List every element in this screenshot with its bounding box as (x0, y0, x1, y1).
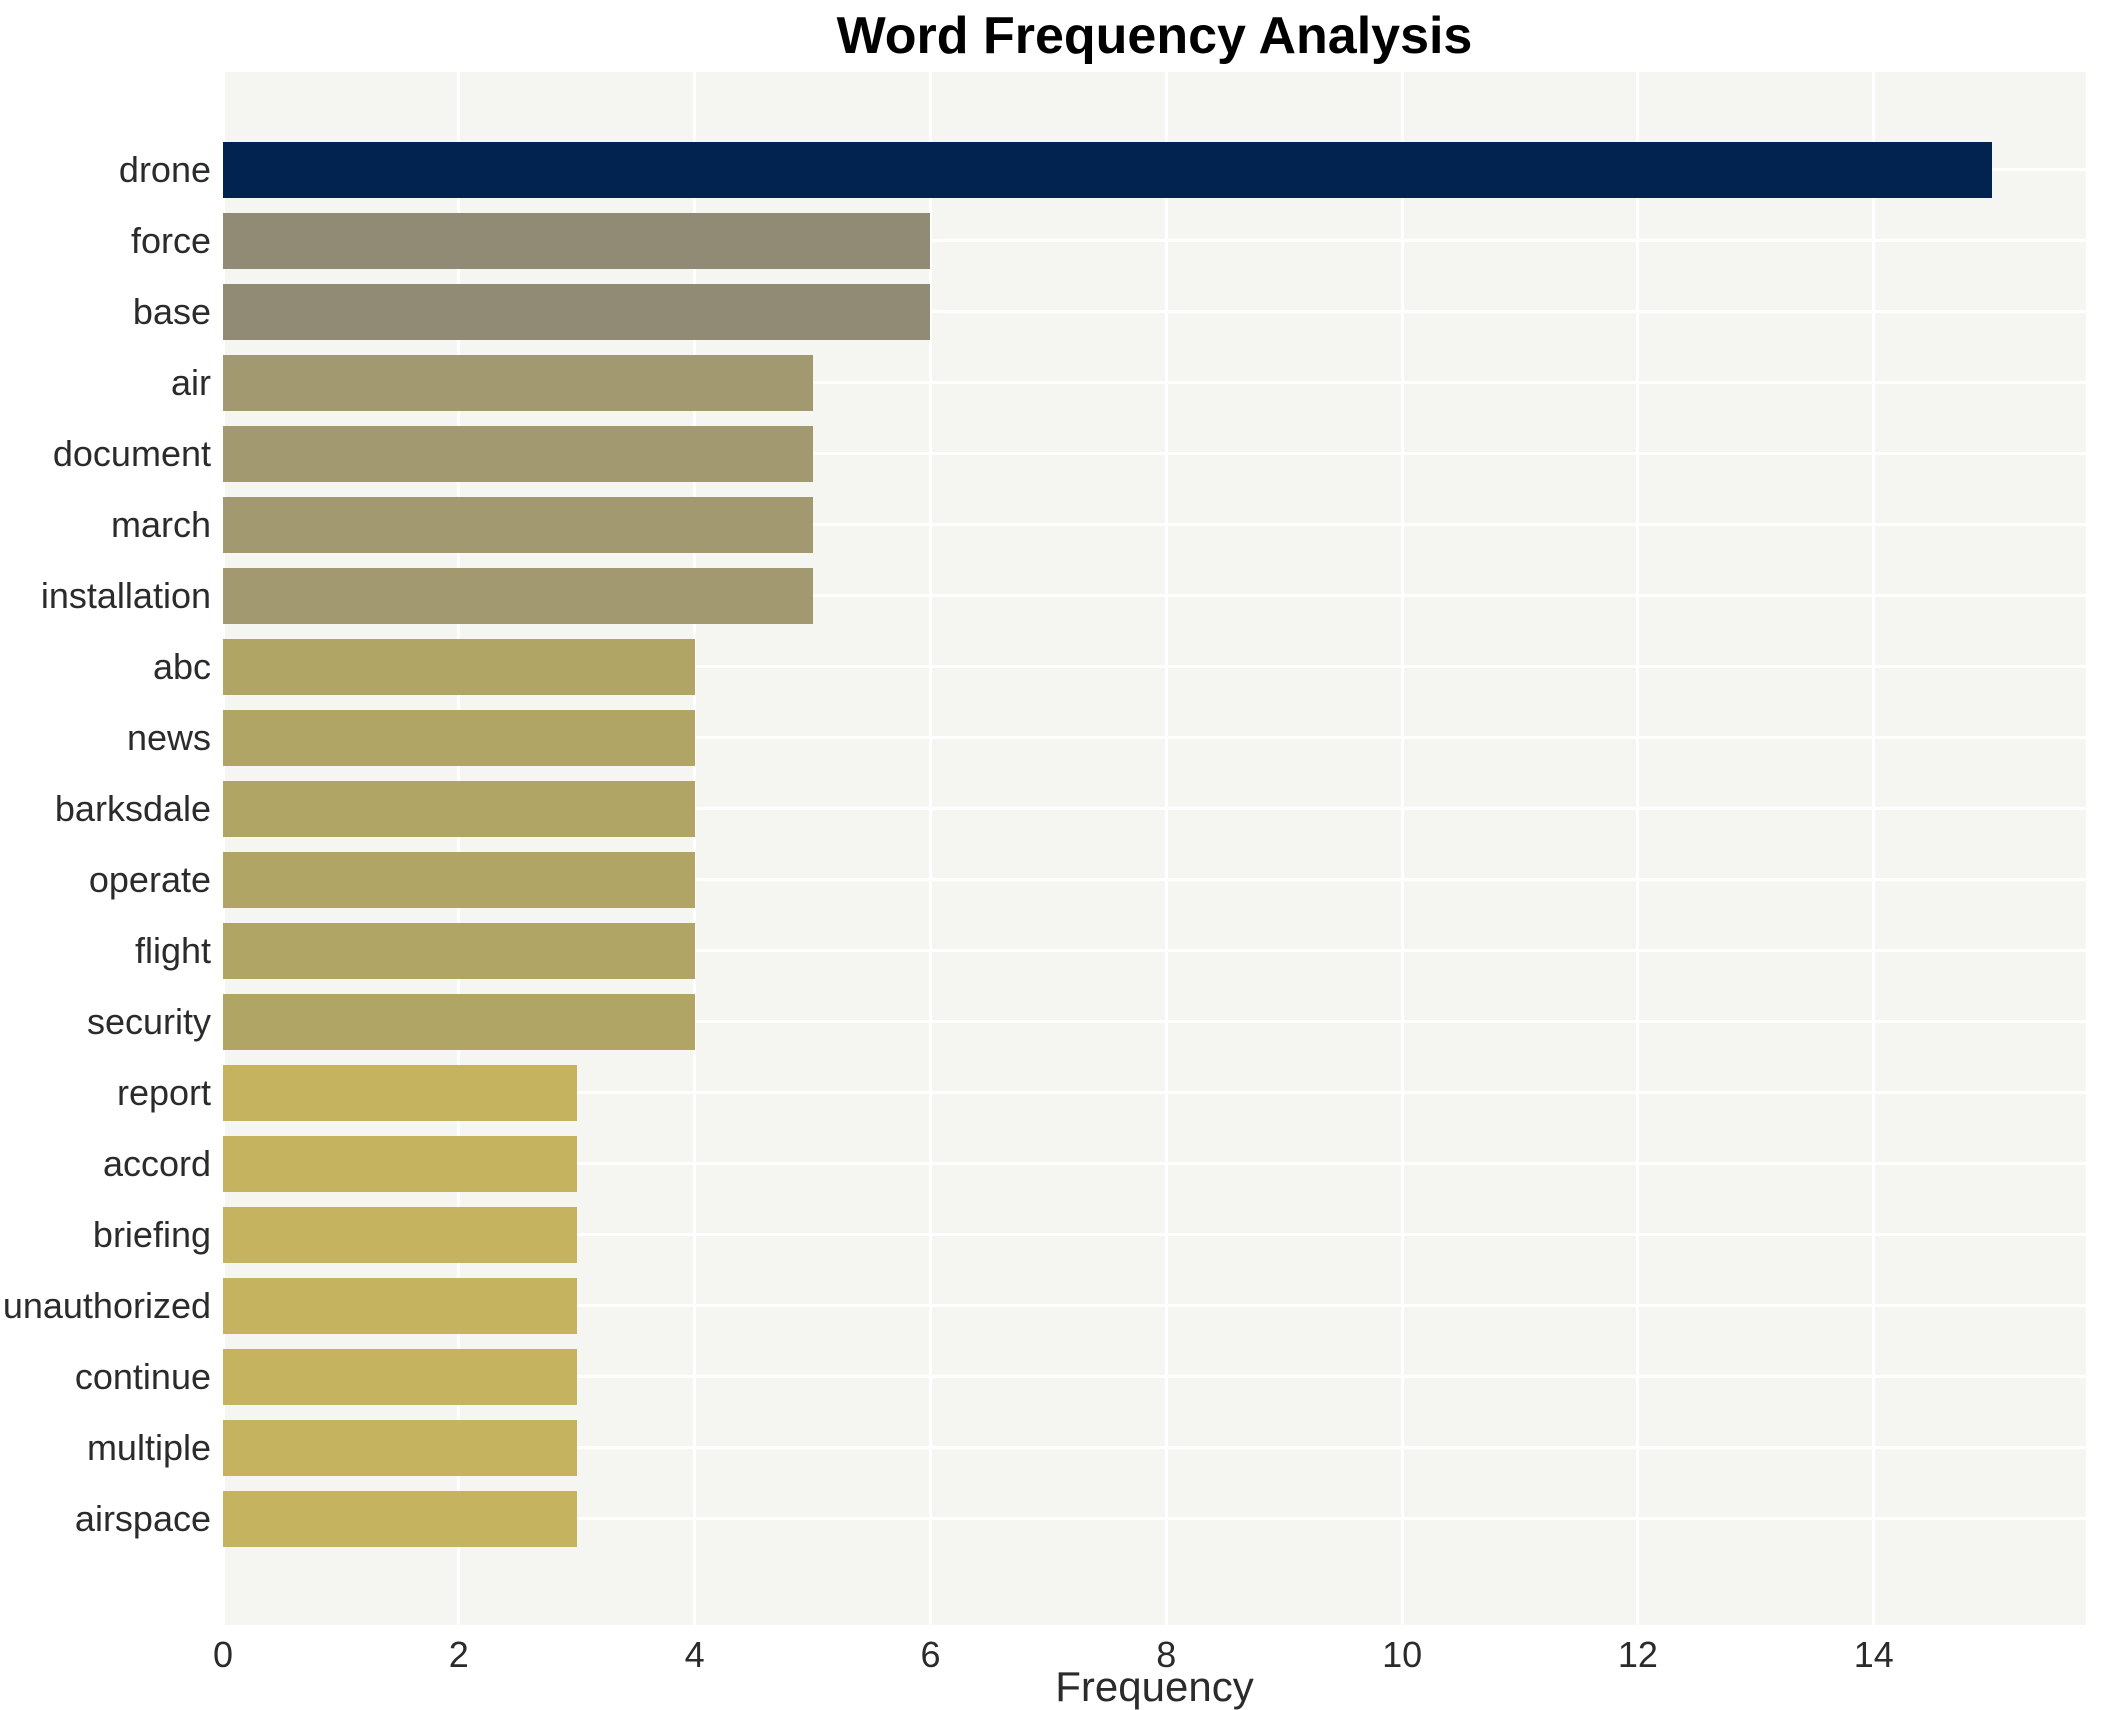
y-grid-line (223, 1446, 2086, 1449)
y-grid-line (223, 1020, 2086, 1023)
category-label-continue: continue (74, 1356, 211, 1397)
y-grid-line (223, 1375, 2086, 1378)
category-label-march: march (110, 504, 211, 545)
bar-airspace (223, 1490, 577, 1547)
category-label-security: security (86, 1001, 211, 1042)
bar-accord (223, 1135, 577, 1192)
category-label-news: news (126, 717, 211, 758)
y-grid-line (223, 665, 2086, 668)
x-grid-line (1164, 72, 1168, 1625)
bar-document (223, 425, 813, 482)
bar-flight (223, 922, 695, 979)
x-tick-label-2: 2 (448, 1634, 469, 1675)
bar-barksdale (223, 780, 695, 837)
y-grid-line (223, 594, 2086, 597)
y-grid-line (223, 949, 2086, 952)
x-tick-label-14: 14 (1853, 1634, 1894, 1675)
y-grid-line (223, 1091, 2086, 1094)
bar-base (223, 283, 931, 340)
bar-news (223, 709, 695, 766)
category-label-operate: operate (88, 859, 211, 900)
x-tick-label-4: 4 (684, 1634, 705, 1675)
x-grid-line (1636, 72, 1640, 1625)
category-label-unauthorized: unauthorized (2, 1285, 211, 1326)
category-label-document: document (52, 433, 211, 474)
category-label-airspace: airspace (74, 1498, 211, 1539)
category-label-barksdale: barksdale (54, 788, 211, 829)
y-grid-line (223, 452, 2086, 455)
bar-abc (223, 638, 695, 695)
y-grid-line (223, 239, 2086, 242)
category-label-base: base (132, 291, 211, 332)
category-label-installation: installation (40, 575, 211, 616)
category-label-flight: flight (134, 930, 211, 971)
x-grid-line (457, 72, 461, 1625)
x-tick-label-12: 12 (1617, 1634, 1658, 1675)
category-label-force: force (130, 220, 211, 261)
category-label-briefing: briefing (92, 1214, 211, 1255)
bar-march (223, 496, 813, 553)
x-axis-label: Frequency (1055, 1663, 1254, 1710)
y-grid-line (223, 736, 2086, 739)
bar-multiple (223, 1419, 577, 1476)
y-grid-line (223, 523, 2086, 526)
y-grid-line (223, 310, 2086, 313)
plot-area (223, 72, 2086, 1625)
x-grid-line (223, 72, 225, 1625)
bar-briefing (223, 1206, 577, 1263)
y-grid-line (223, 1162, 2086, 1165)
bar-drone (223, 141, 1992, 198)
x-tick-label-10: 10 (1382, 1634, 1423, 1675)
bar-continue (223, 1348, 577, 1405)
x-grid-line (1400, 72, 1404, 1625)
x-grid-line (693, 72, 697, 1625)
bar-installation (223, 567, 813, 624)
x-grid-line (928, 72, 932, 1625)
bar-force (223, 212, 931, 269)
bar-security (223, 993, 695, 1050)
bar-unauthorized (223, 1277, 577, 1334)
category-label-air: air (170, 362, 211, 403)
bar-operate (223, 851, 695, 908)
y-axis-labels: drone force base air document march installati… (0, 134, 211, 1554)
y-grid-line (223, 807, 2086, 810)
category-label-report: report (116, 1072, 211, 1113)
x-tick-label-6: 6 (920, 1634, 941, 1675)
chart-title: Word Frequency Analysis (836, 7, 1473, 65)
y-grid-line (223, 1517, 2086, 1520)
x-grid-line (1872, 72, 1876, 1625)
y-grid-line (223, 1233, 2086, 1236)
bar-air (223, 354, 813, 411)
category-label-abc: abc (152, 646, 211, 687)
x-tick-label-0: 0 (212, 1634, 234, 1675)
category-label-accord: accord (102, 1143, 211, 1184)
category-label-drone: drone (118, 149, 211, 190)
y-grid-line (223, 381, 2086, 384)
bar-report (223, 1064, 577, 1121)
category-label-multiple: multiple (86, 1427, 211, 1468)
x-tick-label-8: 8 (1156, 1634, 1177, 1675)
y-grid-line (223, 1304, 2086, 1307)
y-grid-line (223, 878, 2086, 881)
